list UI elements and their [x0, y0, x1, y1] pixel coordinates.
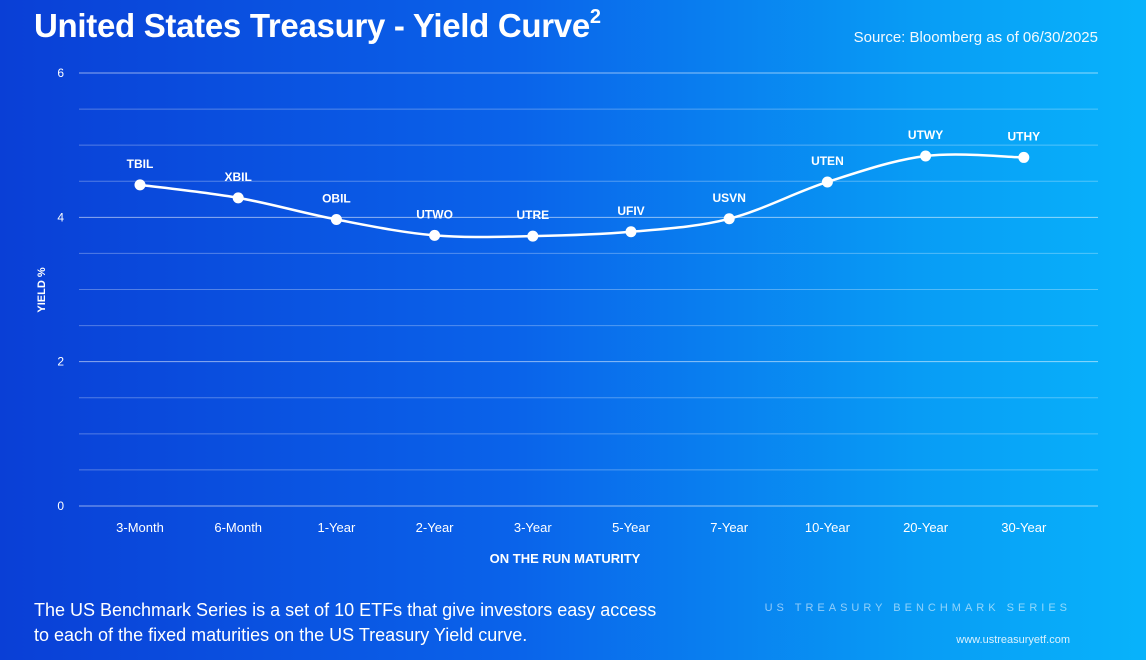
- y-tick-label: 4: [57, 210, 64, 224]
- data-point: [527, 230, 539, 242]
- x-tick-label: 6-Month: [214, 520, 262, 535]
- data-point: [429, 229, 441, 241]
- y-tick-label: 2: [57, 355, 64, 369]
- description-text: The US Benchmark Series is a set of 10 E…: [34, 600, 657, 645]
- x-tick-label: 1-Year: [317, 520, 355, 535]
- x-tick-label: 3-Month: [116, 520, 164, 535]
- data-point: [723, 213, 735, 225]
- series-line: [138, 153, 1026, 239]
- data-label: XBIL: [225, 170, 252, 184]
- data-point: [920, 150, 932, 162]
- data-label: UTHY: [1007, 129, 1040, 143]
- x-tick-label: 20-Year: [903, 520, 949, 535]
- yield-curve-chart: 0 2 4 6 YIELD % 3-Month 6-Month 1-Year 2-Year 3-Y…: [0, 0, 1146, 590]
- y-tick-label: 0: [57, 499, 64, 513]
- data-point: [821, 176, 833, 188]
- x-tick-label: 3-Year: [514, 520, 552, 535]
- x-tick-label: 7-Year: [710, 520, 748, 535]
- x-tick-label: 5-Year: [612, 520, 650, 535]
- title-superscript: 2: [589, 6, 601, 28]
- x-axis-label: ON THE RUN MATURITY: [490, 551, 641, 566]
- data-point: [330, 213, 342, 225]
- series-brand-label: US TREASURY BENCHMARK SERIES: [764, 602, 1071, 614]
- data-label: UFIV: [617, 204, 644, 218]
- data-label: UTWY: [908, 128, 943, 142]
- title-text: United States Treasury - Yield Curve: [34, 7, 590, 44]
- page-title: United States Treasury - Yield Curve2: [34, 6, 601, 45]
- data-label: UTWO: [416, 207, 453, 221]
- x-tick-label: 2-Year: [416, 520, 454, 535]
- x-tick-label: 30-Year: [1001, 520, 1047, 535]
- data-point: [1018, 151, 1030, 163]
- source-note: Source: Bloomberg as of 06/30/2025: [853, 29, 1098, 46]
- data-label: OBIL: [322, 191, 351, 205]
- data-point: [232, 192, 244, 204]
- x-tick-label: 10-Year: [805, 520, 851, 535]
- y-tick-label: 6: [57, 66, 64, 80]
- data-label: USVN: [713, 191, 746, 205]
- data-label: TBIL: [127, 157, 154, 171]
- data-label: UTRE: [516, 208, 549, 222]
- data-label: UTEN: [811, 154, 844, 168]
- data-point: [625, 226, 637, 238]
- data-point: [134, 179, 146, 191]
- website-link[interactable]: www.ustreasuryetf.com: [956, 634, 1070, 646]
- y-axis-label: YIELD %: [36, 267, 48, 312]
